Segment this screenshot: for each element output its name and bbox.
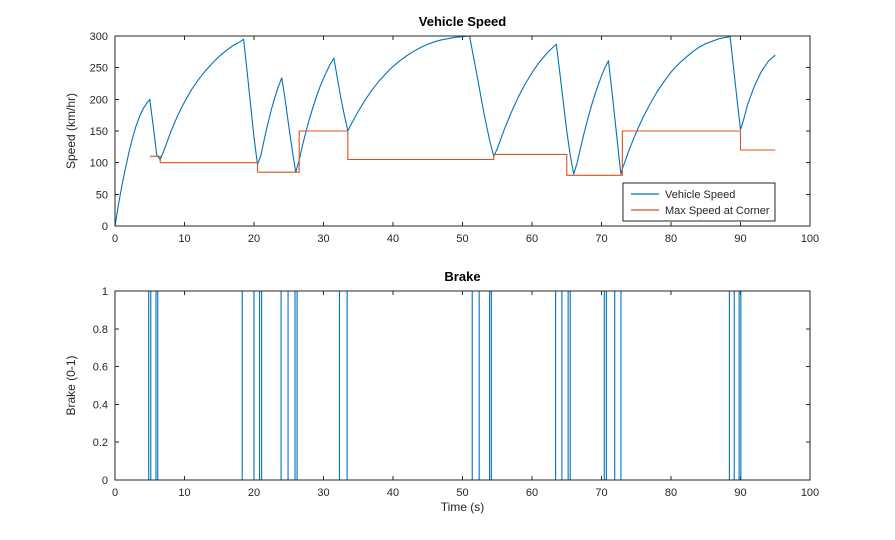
x-tick-label: 90 bbox=[734, 487, 746, 499]
max-speed-at-corner-line bbox=[149, 130, 776, 176]
legend-box bbox=[622, 182, 776, 222]
y-tick-label: 50 bbox=[96, 189, 108, 201]
y-tick-label: 0.8 bbox=[93, 324, 108, 336]
x-tick-label: 60 bbox=[526, 233, 538, 245]
axes-box bbox=[114, 35, 811, 227]
y-tick-label: 300 bbox=[90, 31, 108, 43]
brake-title: Brake bbox=[444, 269, 480, 284]
y-tick-label: 150 bbox=[90, 126, 108, 138]
y-tick-label: 0.2 bbox=[93, 437, 108, 449]
y-tick-label: 0.4 bbox=[93, 399, 108, 411]
legend-entry-max-speed-at-corner: Max Speed at Corner bbox=[665, 205, 770, 217]
x-tick-label: 30 bbox=[317, 233, 329, 245]
legend-entry-vehicle-speed: Vehicle Speed bbox=[665, 189, 735, 201]
y-tick-label: 1 bbox=[102, 286, 108, 298]
x-tick-label: 40 bbox=[387, 487, 399, 499]
legend: Vehicle Speed Max Speed at Corner bbox=[622, 182, 776, 222]
plot-area bbox=[115, 291, 810, 480]
x-tick-label: 100 bbox=[801, 233, 819, 245]
axes-box bbox=[114, 290, 811, 481]
x-tick-label: 60 bbox=[526, 487, 538, 499]
x-tick-label: 0 bbox=[112, 233, 118, 245]
vehicle-speed-line bbox=[114, 35, 776, 227]
y-axis-label: Brake (0-1) bbox=[64, 355, 78, 415]
y-tick-label: 200 bbox=[90, 94, 108, 106]
x-tick-label: 100 bbox=[801, 487, 819, 499]
x-tick-label: 80 bbox=[665, 487, 677, 499]
x-tick-label: 70 bbox=[595, 233, 607, 245]
x-tick-label: 20 bbox=[248, 487, 260, 499]
vehicle-speed-title: Vehicle Speed bbox=[419, 14, 506, 29]
x-tick-label: 90 bbox=[734, 233, 746, 245]
x-tick-label: 30 bbox=[317, 487, 329, 499]
x-tick-label: 50 bbox=[456, 487, 468, 499]
y-tick-label: 250 bbox=[90, 63, 108, 75]
brake-axes: 0 10 20 30 40 50 60 70 80 90 100 0 0.2 0.4 0.6 0.8 1 Brak… bbox=[64, 269, 819, 514]
x-axis-label: Time (s) bbox=[441, 500, 485, 514]
y-tick-label: 0.6 bbox=[93, 362, 108, 374]
y-axis-label: Speed (km/hr) bbox=[64, 93, 78, 169]
x-tick-label: 80 bbox=[665, 233, 677, 245]
x-tick-label: 10 bbox=[178, 233, 190, 245]
y-tick-label: 0 bbox=[102, 475, 108, 487]
x-tick-label: 70 bbox=[595, 487, 607, 499]
x-tick-label: 0 bbox=[112, 487, 118, 499]
x-tick-label: 40 bbox=[387, 233, 399, 245]
x-tick-label: 10 bbox=[178, 487, 190, 499]
y-tick-label: 0 bbox=[102, 221, 108, 233]
y-tick-label: 100 bbox=[90, 158, 108, 170]
x-tick-label: 20 bbox=[248, 233, 260, 245]
vehicle-speed-axes: 0 10 20 30 40 50 60 70 80 90 100 0 50 100 150 200 250 300… bbox=[64, 14, 819, 245]
x-tick-label: 50 bbox=[456, 233, 468, 245]
